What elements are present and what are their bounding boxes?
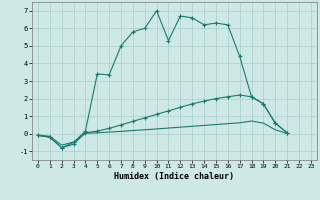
X-axis label: Humidex (Indice chaleur): Humidex (Indice chaleur) bbox=[115, 172, 234, 181]
